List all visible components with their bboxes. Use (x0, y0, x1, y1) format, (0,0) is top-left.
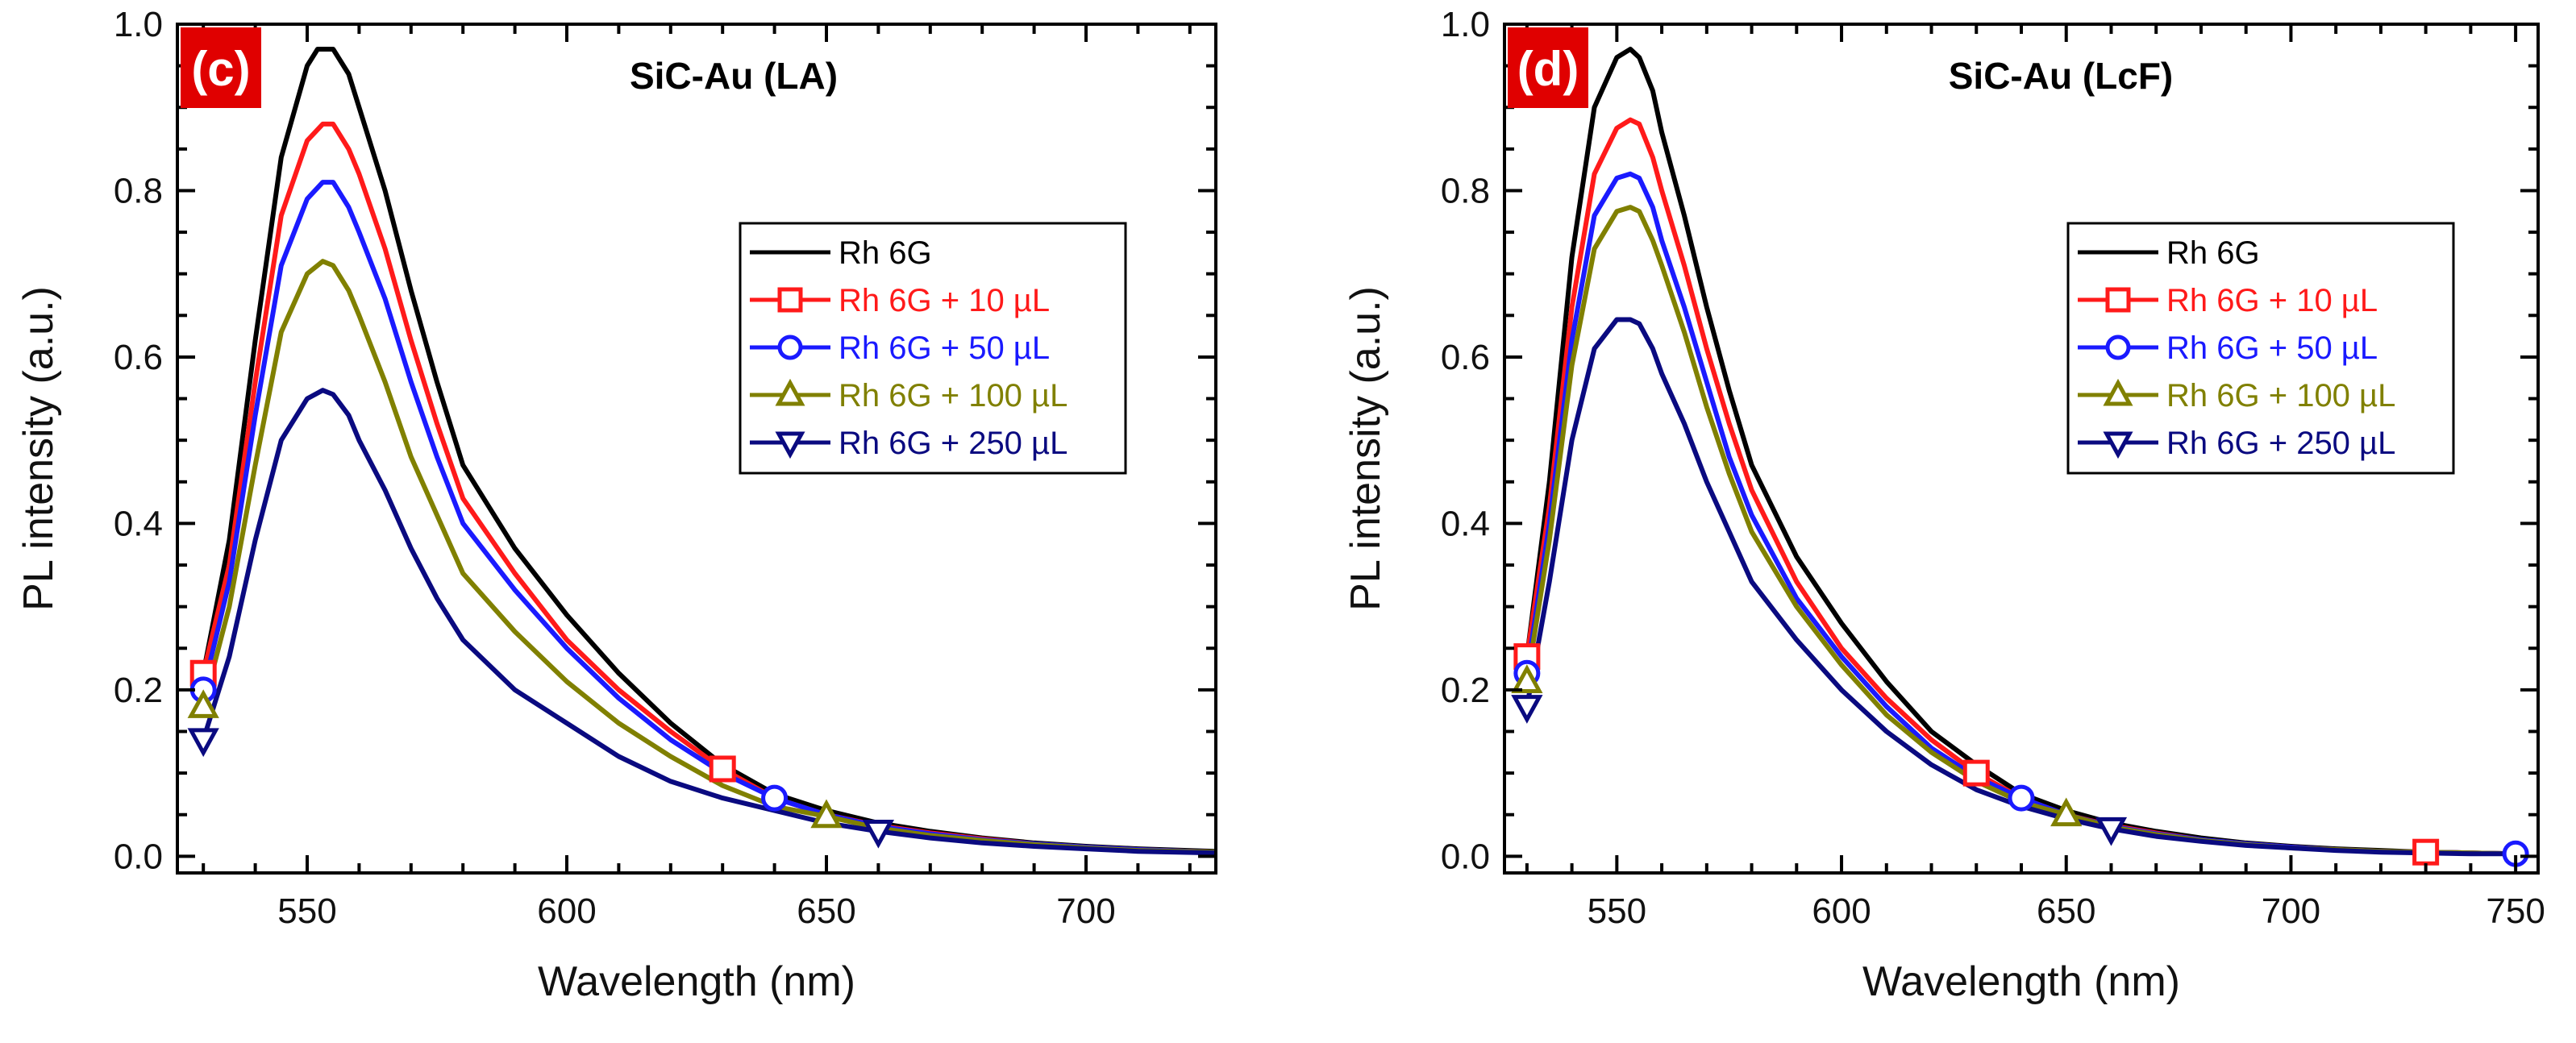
x-tick-label: 600 (537, 891, 596, 931)
legend-marker-2 (777, 335, 803, 360)
y-axis-title: PL intensity (a.u.) (1342, 286, 1389, 611)
x-tick-label: 600 (1812, 891, 1871, 931)
y-tick-label: 1.0 (1441, 5, 1490, 44)
y-tick-label: 0.6 (114, 338, 163, 377)
x-axis-title: Wavelength (nm) (538, 958, 855, 1005)
legend-marker-2 (2105, 335, 2131, 360)
legend-marker-4 (2103, 431, 2133, 459)
y-tick-label: 0.2 (1441, 671, 1490, 710)
legend-label-0: Rh 6G (2166, 235, 2260, 271)
chart-panel-c: 550 600 650 700 0.0 0.2 0.4 0.6 0.8 1.0 Wavelength… (15, 5, 1217, 1005)
series-group (1524, 47, 2519, 857)
legend-marker-3 (2103, 378, 2133, 406)
x-tick-label: 550 (1588, 891, 1646, 931)
legend-label-1: Rh 6G + 10 µL (2166, 283, 2378, 318)
series-line-3 (201, 259, 1216, 855)
legend-label-2: Rh 6G + 50 µL (839, 330, 1050, 366)
y-tick-label: 1.0 (114, 5, 163, 44)
x-tick-label: 650 (2037, 891, 2095, 931)
series-4-marker-1 (2095, 817, 2128, 846)
series-group (201, 47, 1216, 856)
x-tick-label: 650 (797, 891, 855, 931)
legend-marker-1 (777, 287, 803, 313)
chart-panel-d: 550 600 650 700 750 0.0 0.2 0.4 0.6 0.8 1.0 Wavelen… (1342, 5, 2545, 1005)
x-tick-label: 700 (2262, 891, 2320, 931)
series-1-marker-1 (1962, 759, 1990, 787)
x-tick-label: 550 (277, 891, 336, 931)
panel-tag-label: (c) (191, 42, 250, 96)
y-tick-label: 0.4 (1441, 504, 1490, 543)
series-3-marker-1 (810, 799, 843, 829)
panel-tag-box (1508, 27, 1588, 108)
y-axis-title: PL intensity (a.u.) (15, 286, 62, 611)
y-tick-label: 0.0 (114, 837, 163, 876)
series-1-marker-1 (709, 755, 736, 783)
y-tick-label: 0.8 (114, 171, 163, 210)
panel-tag-label: (d) (1517, 42, 1579, 96)
legend-label-1: Rh 6G + 10 µL (839, 283, 1050, 318)
y-tick-label: 0.2 (114, 671, 163, 710)
x-tick-label: 750 (2486, 891, 2545, 931)
y-tick-label: 0.6 (1441, 338, 1490, 377)
series-2-marker-1 (2008, 784, 2035, 812)
legend: Rh 6G Rh 6G + 10 µL Rh 6G + 50 µL Rh 6G + 1… (739, 222, 1127, 475)
legend-label-4: Rh 6G + 250 µL (2166, 426, 2395, 461)
legend-label-0: Rh 6G (839, 235, 932, 271)
series-line-4 (1524, 317, 2519, 857)
plot-frame (176, 23, 1217, 875)
series-4-marker-0 (187, 728, 219, 758)
legend-label-4: Rh 6G + 250 µL (839, 426, 1067, 461)
legend-label-3: Rh 6G + 100 µL (2166, 378, 2395, 413)
legend: Rh 6G Rh 6G + 10 µL Rh 6G + 50 µL Rh 6G + 1… (2066, 222, 2455, 475)
series-1-marker-2 (2412, 838, 2440, 866)
series-4-marker-0 (1511, 695, 1543, 724)
legend-label-3: Rh 6G + 100 µL (839, 378, 1067, 413)
panel-title: SiC-Au (LcF) (1949, 55, 2174, 97)
series-3-marker-0 (1511, 664, 1543, 693)
y-tick-label: 0.0 (1441, 837, 1490, 876)
legend-marker-3 (775, 378, 805, 406)
x-tick-label: 700 (1056, 891, 1115, 931)
legend-marker-1 (2105, 287, 2131, 313)
series-2-marker-1 (761, 784, 789, 812)
panel-title: SiC-Au (LA) (630, 55, 838, 97)
series-3-marker-0 (187, 689, 219, 718)
legend-label-2: Rh 6G + 50 µL (2166, 330, 2378, 366)
series-4-marker-1 (862, 819, 895, 849)
y-tick-label: 0.8 (1441, 171, 1490, 210)
y-tick-label: 0.4 (114, 504, 163, 543)
series-line-4 (201, 388, 1216, 856)
legend-marker-4 (775, 431, 805, 459)
x-axis-title: Wavelength (nm) (1862, 958, 2180, 1005)
series-3-marker-1 (2050, 797, 2083, 827)
panel-tag-box (181, 27, 261, 108)
